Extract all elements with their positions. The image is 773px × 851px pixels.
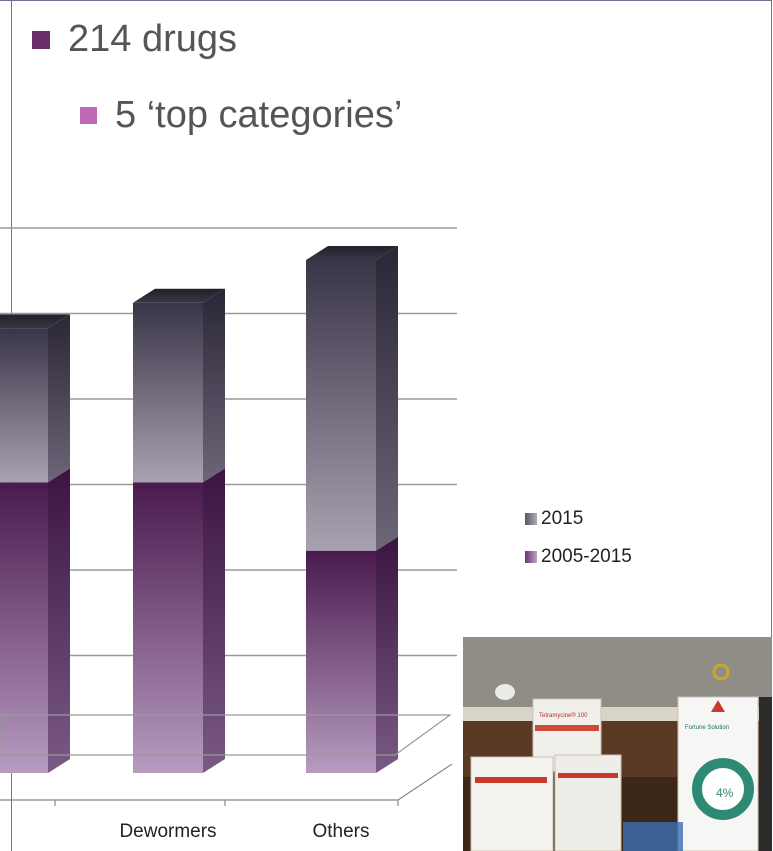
legend-label-2005-2015: 2005-2015 [541, 546, 632, 567]
sub-bullet-square-icon [80, 107, 97, 124]
bar-side-2015 [376, 246, 398, 551]
chart-legend: 2015 2005-2015 [525, 500, 632, 576]
bar-side-2015 [203, 288, 225, 483]
bar-cap [306, 246, 398, 260]
bullet-level-2-text: 5 ‘top categories’ [115, 94, 403, 136]
medicine-boxes-photo: Tetramycine® 100 Fortune Solution 4% [463, 637, 772, 851]
bar-cap [0, 314, 70, 329]
bar-segment-2015 [133, 302, 203, 483]
chart-floor [0, 714, 452, 756]
bullet-square-icon [32, 30, 50, 49]
bar-side-2005-2015 [376, 536, 398, 773]
bar-segment-2015 [306, 260, 376, 551]
legend-swatch-2015 [525, 513, 537, 525]
bar-side-2015 [48, 314, 70, 483]
legend-item-2005-2015: 2005-2015 [525, 538, 632, 576]
bar-segment-2005-2015 [133, 482, 203, 773]
legend-swatch-2005-2015 [525, 551, 537, 563]
bar-side-2005-2015 [48, 468, 70, 773]
x-axis-depth-line [397, 763, 453, 801]
bar-cap [133, 288, 225, 303]
bar-side-2005-2015 [203, 468, 225, 773]
bullet-level-1: 214 drugs [32, 18, 237, 61]
box-label-1: Tetramycine® 100 [539, 712, 588, 719]
legend-item-2015: 2015 [525, 500, 632, 538]
legend-label-2015: 2015 [541, 508, 584, 529]
bullet-level-2: 5 ‘top categories’ [80, 94, 402, 137]
bar-segment-2015 [0, 328, 48, 483]
x-tick-label: Others [312, 821, 369, 842]
bullet-level-1-text: 214 drugs [68, 18, 238, 60]
x-tick-label: Dewormers [119, 821, 216, 842]
box-label-3: 4% [716, 786, 734, 800]
box-label-2: Fortune Solution [685, 725, 729, 731]
bar-segment-2005-2015 [306, 550, 376, 773]
bar-segment-2005-2015 [0, 482, 48, 773]
